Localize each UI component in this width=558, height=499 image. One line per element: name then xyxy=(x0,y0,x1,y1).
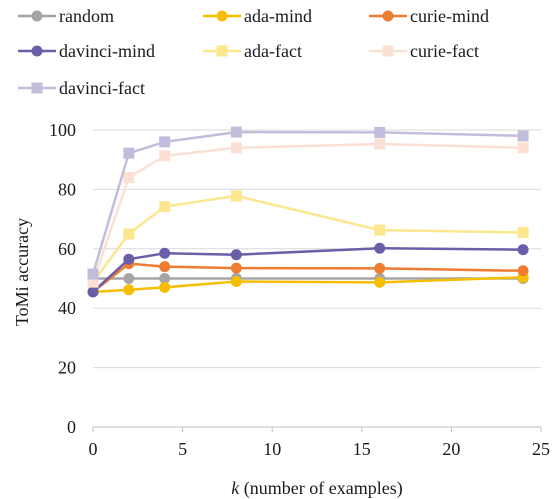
x-tick-label: 10 xyxy=(263,439,281,459)
data-point-curie-fact xyxy=(374,138,386,150)
data-point-curie-mind xyxy=(374,262,386,274)
y-tick-label: 40 xyxy=(58,298,76,318)
data-series xyxy=(87,126,529,298)
data-point-ada-mind xyxy=(230,275,242,287)
y-tick-label: 20 xyxy=(58,358,76,378)
data-point-curie-fact xyxy=(230,142,242,154)
series-davinci-fact xyxy=(87,126,529,280)
legend-marker xyxy=(216,45,228,57)
data-point-ada-fact xyxy=(159,201,171,213)
y-tick-label: 0 xyxy=(67,417,76,437)
x-tick-label: 5 xyxy=(178,439,187,459)
legend-label: random xyxy=(59,6,114,26)
legend-item-ada-fact: ada-fact xyxy=(203,41,302,61)
axes: 0 20 40 60 80 100 0 5 10 15 20 25 xyxy=(49,120,550,459)
legend-marker xyxy=(382,45,394,57)
legend-item-random: random xyxy=(18,6,114,26)
x-tick-label: 25 xyxy=(532,439,550,459)
legend-item-curie-mind: curie-mind xyxy=(369,6,489,26)
data-point-ada-fact xyxy=(374,224,386,236)
legend-label: ada-fact xyxy=(244,41,302,61)
series-line-ada-mind xyxy=(92,276,524,294)
data-point-curie-fact xyxy=(517,142,529,154)
legend-label: curie-mind xyxy=(410,6,489,26)
data-point-davinci-mind xyxy=(123,253,135,265)
legend-label: davinci-fact xyxy=(59,78,145,98)
series-line-curie-mind xyxy=(92,262,524,293)
data-point-davinci-fact xyxy=(230,126,242,138)
x-axis-title-text: (number of examples) xyxy=(239,478,402,499)
x-tick-label: 20 xyxy=(442,439,460,459)
legend-label: curie-fact xyxy=(410,41,479,61)
legend-item-davinci-fact: davinci-fact xyxy=(18,78,145,98)
x-tick-label: 15 xyxy=(353,439,371,459)
data-point-curie-fact xyxy=(159,150,171,162)
data-point-davinci-mind xyxy=(517,244,529,256)
series-curie-fact xyxy=(87,138,529,288)
data-point-davinci-mind xyxy=(159,247,171,259)
x-axis-title: k (number of examples) xyxy=(231,478,402,499)
data-point-davinci-mind xyxy=(230,249,242,261)
data-point-davinci-fact xyxy=(87,268,99,280)
legend-item-davinci-mind: davinci-mind xyxy=(18,41,155,61)
legend-marker xyxy=(382,10,394,22)
data-point-ada-mind xyxy=(123,284,135,296)
data-point-davinci-fact xyxy=(517,130,529,142)
series-line-curie-fact xyxy=(91,142,524,283)
legend: random ada-mind curie-mind davinci-mind ada-… xyxy=(18,6,489,98)
legend-marker xyxy=(31,10,43,22)
data-point-ada-mind xyxy=(374,276,386,288)
data-point-random xyxy=(159,273,171,284)
series-line-ada-fact xyxy=(91,194,524,283)
x-axis-title-variable: k xyxy=(231,478,240,498)
data-point-davinci-mind xyxy=(87,286,99,298)
legend-item-curie-fact: curie-fact xyxy=(369,41,479,61)
y-tick-label: 100 xyxy=(49,120,76,140)
legend-marker xyxy=(31,82,43,94)
data-point-davinci-mind xyxy=(374,242,386,254)
data-point-curie-mind xyxy=(517,265,529,277)
data-point-curie-mind xyxy=(159,261,171,273)
series-line-davinci-mind xyxy=(92,246,524,293)
data-point-ada-fact xyxy=(517,226,529,238)
y-tick-label: 60 xyxy=(58,239,76,259)
data-point-curie-fact xyxy=(123,172,135,184)
data-point-davinci-fact xyxy=(159,136,171,148)
legend-label: davinci-mind xyxy=(59,41,155,61)
legend-marker xyxy=(31,45,43,57)
y-axis-title: ToMi accuracy xyxy=(12,218,32,326)
data-point-davinci-fact xyxy=(374,126,386,138)
data-point-curie-mind xyxy=(230,262,242,274)
legend-label: ada-mind xyxy=(244,6,312,26)
series-line-davinci-fact xyxy=(91,130,524,275)
series-davinci-mind xyxy=(87,242,529,298)
legend-marker xyxy=(216,10,228,22)
series-ada-mind xyxy=(87,271,529,298)
data-point-random xyxy=(123,273,135,284)
data-point-ada-fact xyxy=(230,190,242,202)
data-point-curie-fact xyxy=(87,276,99,288)
y-tick-label: 80 xyxy=(58,179,76,199)
data-point-ada-mind xyxy=(159,281,171,293)
x-tick-label: 0 xyxy=(89,439,98,459)
legend-item-ada-mind: ada-mind xyxy=(203,6,312,26)
data-point-davinci-fact xyxy=(123,147,135,159)
data-point-ada-fact xyxy=(123,228,135,240)
series-ada-fact xyxy=(87,190,529,288)
